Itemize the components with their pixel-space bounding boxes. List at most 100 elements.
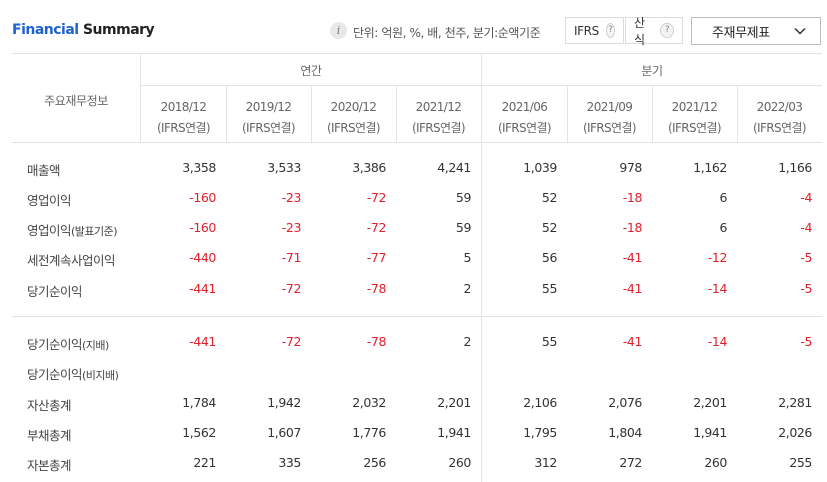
table-cell: 6 [719,220,727,235]
table-cell: -41 [622,250,643,265]
table-cell: 256 [363,455,386,470]
period-date: 2018/12 [160,100,207,114]
table-cell: -71 [281,250,302,265]
period-basis: (IFRS연결) [667,121,722,135]
row-label: 영업이익 [27,190,72,209]
ifrs-option[interactable]: IFRS ? [565,17,624,44]
row-header-title: 주요재무정보 [44,94,108,108]
table-cell: -5 [800,250,812,265]
row-label-text: 당기순이익 [27,337,83,352]
table-cell: 6 [719,190,727,205]
table-cell: 3,533 [267,160,301,175]
statement-select[interactable]: 주재무제표 [691,17,821,45]
table-cell: 2 [463,334,471,349]
period-column-divider [567,86,568,142]
table-cell: 52 [541,190,558,205]
period-header: 2021/09 (IFRS연결) [567,97,652,139]
info-icon[interactable]: i [330,22,347,39]
title-financial: Financial [12,22,79,38]
title-summary: Summary [82,22,155,38]
period-basis: (IFRS연결) [582,121,637,135]
row-label: 당기순이익(지배) [27,334,109,353]
annual-quarter-divider [481,53,482,482]
period-header: 2021/12 (IFRS연결) [396,97,481,139]
table-cell: 2,032 [352,395,386,410]
table-cell: 2 [463,281,471,296]
table-cell: -41 [622,281,643,296]
table-cell: -78 [366,281,387,296]
row-label-text: 세전계속사업이익 [27,253,116,268]
period-date: 2021/06 [501,100,548,114]
table-cell: 335 [278,455,301,470]
chevron-down-icon [794,27,806,35]
table-cell: -5 [800,334,812,349]
period-header: 2020/12 (IFRS연결) [311,97,396,139]
table-cell: 1,804 [608,425,642,440]
table-cell: 1,941 [437,425,471,440]
row-label-suffix: (발표기준) [71,225,118,238]
quarter-group-header: 분기 [641,64,663,78]
row-label: 세전계속사업이익 [27,250,116,269]
table-cell: -14 [707,334,728,349]
table-cell: 59 [455,220,472,235]
table-cell: 2,076 [608,395,642,410]
table-cell: 2,106 [523,395,557,410]
period-header: 2018/12 (IFRS연결) [141,97,226,139]
label-column-divider [140,53,141,142]
table-cell: 2,026 [778,425,812,440]
table-cell: -5 [800,281,812,296]
table-cell: -41 [622,334,643,349]
table-cell: -441 [189,334,216,349]
table-cell: 55 [541,281,558,296]
formula-label: 산식 [634,15,645,47]
period-date: 2021/12 [415,100,462,114]
row-label: 부채총계 [27,425,72,444]
row-label: 당기순이익(비지배) [27,364,119,383]
period-header: 2021/06 (IFRS연결) [482,97,567,139]
period-basis: (IFRS연결) [752,121,807,135]
row-label: 매출액 [27,160,61,179]
table-cell: 1,942 [267,395,301,410]
table-cell: 312 [534,455,557,470]
table-cell: 1,941 [693,425,727,440]
table-cell: 1,162 [693,160,727,175]
table-cell: 2,201 [437,395,471,410]
period-column-divider [737,86,738,142]
table-cell: 260 [704,455,727,470]
period-column-divider [226,86,227,142]
period-column-divider [396,86,397,142]
header-bottom-border [12,142,822,143]
table-cell: 1,039 [523,160,557,175]
table-cell: 4,241 [437,160,471,175]
row-label: 자산총계 [27,395,72,414]
table-cell: 255 [789,455,812,470]
table-cell: 3,386 [352,160,386,175]
row-label-text: 영업이익 [27,223,72,238]
table-cell: -4 [800,220,812,235]
table-cell: 978 [619,160,642,175]
table-cell: -160 [189,190,216,205]
table-cell: -14 [707,281,728,296]
table-cell: 56 [541,250,558,265]
table-cell: 52 [541,220,558,235]
section-title: Financial Summary [12,22,155,38]
table-cell: 1,784 [182,395,216,410]
section-divider [12,316,822,317]
table-cell: 221 [193,455,216,470]
table-cell: 1,562 [182,425,216,440]
formula-help-icon[interactable]: ? [660,23,674,38]
table-cell: 2,201 [693,395,727,410]
table-cell: -72 [281,334,302,349]
table-top-border [12,53,822,54]
ifrs-help-icon[interactable]: ? [605,23,615,38]
row-label-text: 당기순이익 [27,367,83,382]
formula-option[interactable]: 산식 ? [625,16,683,47]
table-cell: -160 [189,220,216,235]
period-column-divider [652,86,653,142]
table-cell: 55 [541,334,558,349]
period-basis: (IFRS연결) [326,121,381,135]
table-cell: 59 [455,190,472,205]
table-cell: -18 [622,190,643,205]
row-label: 자본총계 [27,455,72,474]
table-cell: 1,795 [523,425,557,440]
